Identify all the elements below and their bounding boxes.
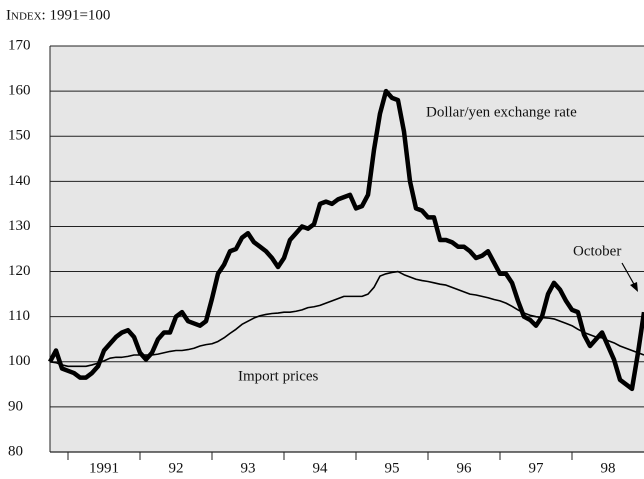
y-tick-label: 80	[8, 443, 23, 459]
annotation: Dollar/yen exchange rate	[426, 104, 577, 120]
annotation-arrow	[621, 262, 636, 287]
y-tick-label: 150	[8, 128, 31, 144]
x-tick-label: 93	[241, 460, 256, 476]
series-line	[49, 270, 644, 368]
y-tick-label: 100	[8, 353, 31, 369]
x-tick-label: 1991	[89, 460, 119, 476]
y-tick-label: 130	[8, 218, 31, 234]
y-tick-label: 120	[8, 263, 31, 279]
x-tick-label: 97	[529, 460, 545, 476]
annotation: Import prices	[238, 368, 319, 384]
x-tick-label: 98	[601, 460, 616, 476]
x-tick-label: 96	[457, 460, 473, 476]
chart-title: Index: 1991=100	[6, 7, 110, 23]
annotation: October	[573, 243, 621, 259]
y-tick-label: 160	[8, 83, 31, 99]
y-tick-label: 140	[8, 173, 31, 189]
plot-background	[50, 46, 644, 452]
y-tick-label: 90	[8, 398, 23, 414]
y-tick-label: 170	[8, 37, 31, 53]
y-tick-label: 110	[8, 308, 30, 324]
series-line	[48, 88, 644, 392]
x-tick-label: 92	[169, 460, 184, 476]
x-tick-label: 95	[385, 460, 400, 476]
annotation-arrowhead	[630, 282, 638, 292]
x-tick-label: 94	[313, 460, 329, 476]
